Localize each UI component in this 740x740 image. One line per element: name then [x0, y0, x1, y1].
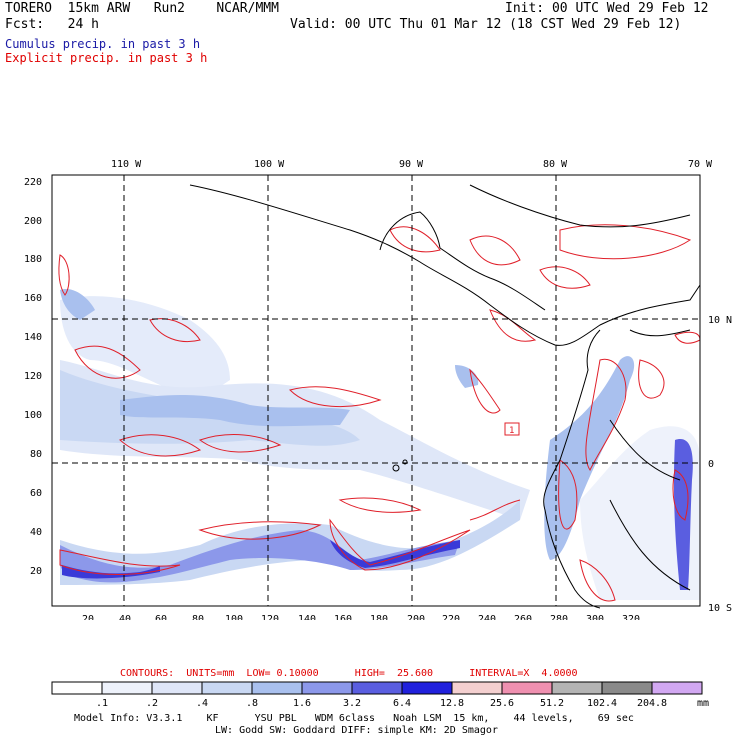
y-tick: 120	[24, 371, 42, 382]
x-tick: 20	[82, 614, 94, 620]
y-tick: 140	[24, 332, 42, 343]
colorbar-label: 12.8	[440, 698, 464, 709]
lat-lon-grid	[52, 175, 700, 606]
forecast-hour: Fcst: 24 h	[5, 17, 99, 32]
lat-label-10n: 10 N	[708, 315, 732, 326]
colorbar-label: 6.4	[393, 698, 411, 709]
colorbar-cell	[51, 681, 103, 695]
colorbar-unit: mm	[697, 698, 709, 709]
colorbar-label: .1	[96, 698, 108, 709]
y-tick: 200	[24, 216, 42, 227]
colorbar-cell	[551, 681, 603, 695]
physics-info: LW: Godd SW: Goddard DIFF: simple KM: 2D…	[215, 725, 498, 736]
model-info: Model Info: V3.3.1 KF YSU PBL WDM 6class…	[74, 713, 634, 724]
lon-label-70w: 70 W	[688, 159, 713, 170]
colorbar-label: .4	[196, 698, 208, 709]
x-tick: 280	[550, 614, 568, 620]
x-tick: 300	[586, 614, 604, 620]
x-tick: 180	[370, 614, 388, 620]
lat-label-10s: 10 S	[708, 603, 732, 614]
precip-map: 110 W 100 W 90 W 80 W 70 W	[24, 159, 732, 620]
y-tick: 100	[24, 410, 42, 421]
y-tick: 80	[30, 449, 42, 460]
x-tick: 220	[442, 614, 460, 620]
x-tick: 120	[261, 614, 279, 620]
y-tick: 160	[24, 293, 42, 304]
colorbar-cell	[451, 681, 503, 695]
station-box	[504, 422, 520, 436]
colorbar-label: 204.8	[637, 698, 667, 709]
x-tick: 160	[334, 614, 352, 620]
lat-label-0: 0	[708, 459, 714, 470]
x-tick: 140	[298, 614, 316, 620]
colorbar-cell	[101, 681, 153, 695]
colorbar-label: .8	[246, 698, 258, 709]
colorbar-cell	[151, 681, 203, 695]
lon-label-110w: 110 W	[111, 159, 142, 170]
model-title: TORERO 15km ARW Run2 NCAR/MMM	[5, 1, 279, 16]
x-axis-ticks: 20 40 60 80 100 120 140 160 180 200 220 …	[82, 614, 640, 620]
x-tick: 320	[622, 614, 640, 620]
field-label-cumulus: Cumulus precip. in past 3 h	[5, 37, 201, 51]
colorbar-cell	[601, 681, 653, 695]
x-tick: 240	[478, 614, 496, 620]
colorbar-cell	[201, 681, 253, 695]
y-tick: 40	[30, 527, 42, 538]
lon-label-80w: 80 W	[543, 159, 568, 170]
colorbar-label: 102.4	[587, 698, 617, 709]
init-time: Init: 00 UTC Wed 29 Feb 12	[505, 1, 709, 16]
plot-frame	[51, 174, 701, 607]
contours-info: CONTOURS: UNITS=mm LOW= 0.10000 HIGH= 25…	[120, 668, 578, 679]
x-tick: 260	[514, 614, 532, 620]
colorbar-cell	[401, 681, 453, 695]
colorbar-label: 1.6	[293, 698, 311, 709]
y-axis-ticks: 220 200 180 160 140 120 100 80 60 40 20	[24, 177, 42, 577]
y-tick: 220	[24, 177, 42, 188]
explicit-precip-contours	[58, 224, 701, 602]
valid-time: Valid: 00 UTC Thu 01 Mar 12 (18 CST Wed …	[290, 17, 682, 32]
colorbar-cell	[351, 681, 403, 695]
colorbar: .1.2.4.8 1.6 3.2 6.4 12.8 25.6 51.2 102.4 204.8 …	[51, 681, 709, 709]
colorbar-cell	[651, 681, 703, 695]
x-tick: 60	[155, 614, 167, 620]
colorbar-label: .2	[146, 698, 158, 709]
x-tick: 200	[407, 614, 425, 620]
lon-label-90w: 90 W	[399, 159, 424, 170]
y-tick: 180	[24, 254, 42, 265]
x-tick: 80	[192, 614, 204, 620]
coastlines	[189, 184, 701, 609]
x-tick: 100	[225, 614, 243, 620]
field-label-explicit: Explicit precip. in past 3 h	[5, 51, 208, 65]
colorbar-label: 25.6	[490, 698, 514, 709]
colorbar-label: 3.2	[343, 698, 361, 709]
station-box-label: 1	[509, 426, 514, 436]
colorbar-labels: .1 .2 .4 .8 1.6 3.2 6.4 12.8 25.6 51.2 102.4 204.8	[96, 698, 667, 709]
colorbar-cell	[501, 681, 553, 695]
lon-label-100w: 100 W	[254, 159, 285, 170]
colorbar-cell	[301, 681, 353, 695]
colorbar-cells	[51, 681, 703, 695]
y-tick: 60	[30, 488, 42, 499]
x-tick: 40	[119, 614, 131, 620]
colorbar-label: 51.2	[540, 698, 564, 709]
colorbar-cell	[251, 681, 303, 695]
y-tick: 20	[30, 566, 42, 577]
